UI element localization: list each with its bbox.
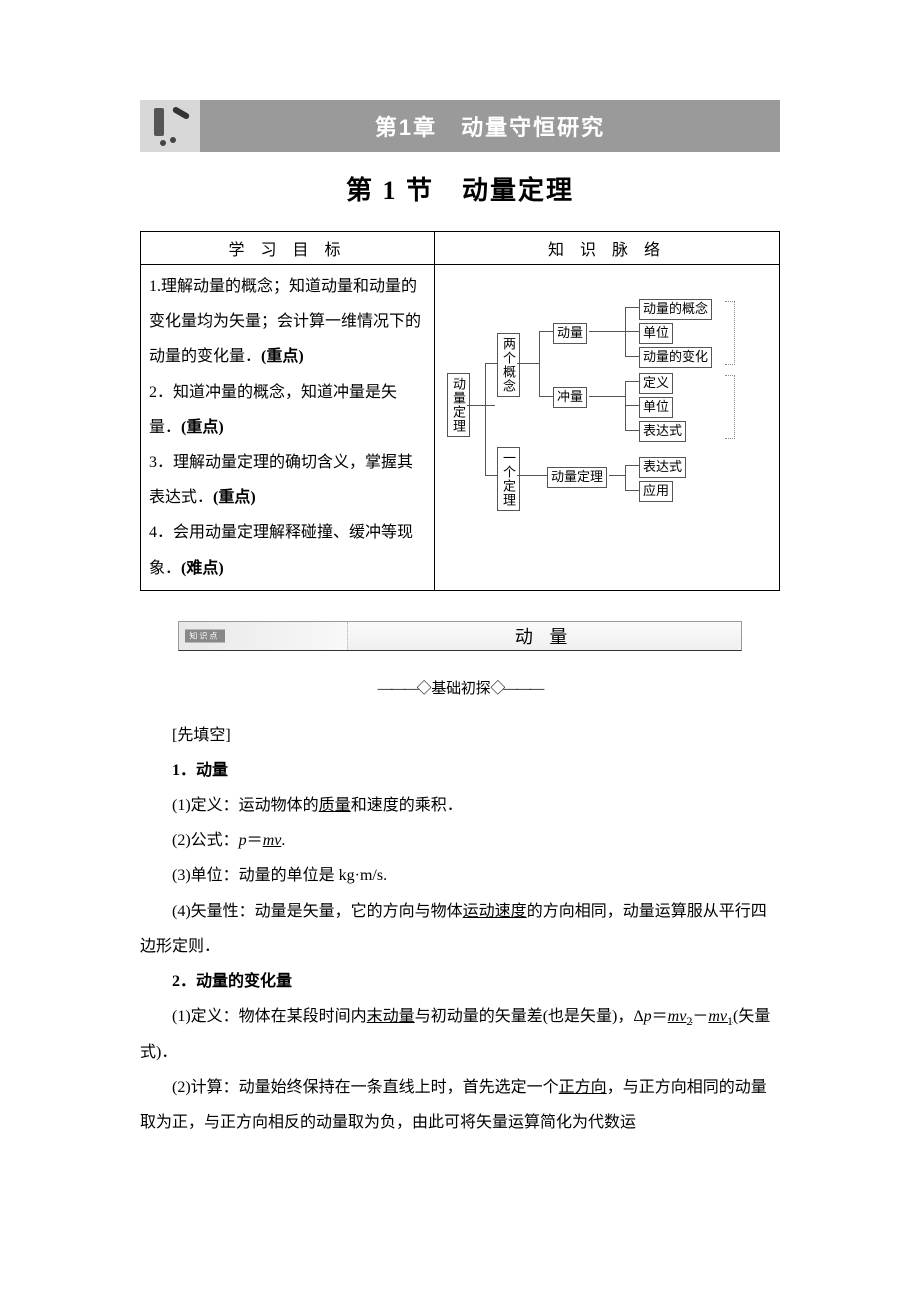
text: － bbox=[692, 1008, 708, 1025]
chapter-title: 第1章 动量守恒研究 bbox=[200, 100, 780, 152]
cm-connector bbox=[589, 396, 625, 397]
text: ＝ bbox=[652, 1008, 668, 1025]
cm-leaf: 单位 bbox=[639, 323, 673, 344]
cm-node: 冲量 bbox=[553, 387, 587, 408]
blank-underline: 正方向 bbox=[559, 1079, 607, 1096]
cm-connector bbox=[625, 331, 639, 332]
goal-tag: (重点) bbox=[181, 419, 224, 436]
cm-leaf: 单位 bbox=[639, 397, 673, 418]
cm-node-one: 一个定理 bbox=[497, 447, 520, 511]
cm-connector bbox=[625, 490, 639, 491]
text: . bbox=[281, 832, 285, 849]
cm-connector bbox=[625, 405, 639, 406]
formula-var: p bbox=[644, 1008, 652, 1025]
section-title: 第 1 节 动量定理 bbox=[140, 170, 780, 207]
subheading-1: 1．动量 bbox=[140, 753, 780, 788]
cm-connector bbox=[467, 405, 495, 406]
goal-tag: (难点) bbox=[181, 560, 224, 577]
blank-underline: 质量 bbox=[319, 797, 351, 814]
cm-connector bbox=[485, 363, 486, 475]
cm-connector bbox=[485, 475, 497, 476]
cm-connector bbox=[539, 331, 553, 332]
topic-header: 动 量 bbox=[178, 621, 741, 651]
formula-var: mv bbox=[708, 1008, 727, 1025]
paragraph: (2)公式：p＝mv. bbox=[140, 823, 780, 858]
cm-connector bbox=[625, 307, 639, 308]
lead-bracket: [先填空] bbox=[140, 718, 780, 753]
formula-underline: mv bbox=[263, 832, 282, 849]
cm-connector bbox=[589, 331, 625, 332]
cm-node: 动量定理 bbox=[547, 467, 607, 488]
text: (2)公式： bbox=[172, 832, 239, 849]
text: (1)定义：运动物体的 bbox=[172, 797, 319, 814]
goal-tag: (重点) bbox=[261, 348, 304, 365]
text: ＝ bbox=[247, 832, 263, 849]
cm-connector bbox=[625, 430, 639, 431]
paragraph: (4)矢量性：动量是矢量，它的方向与物体运动速度的方向相同，动量运算服从平行四边… bbox=[140, 894, 780, 964]
cm-leaf: 定义 bbox=[639, 373, 673, 394]
body-content: [先填空] 1．动量 (1)定义：运动物体的质量和速度的乘积． (2)公式：p＝… bbox=[140, 718, 780, 1141]
cm-connector bbox=[625, 465, 639, 466]
paragraph: (3)单位：动量的单位是 kg·m/s. bbox=[140, 858, 780, 893]
paragraph: (1)定义：物体在某段时间内末动量与初动量的矢量差(也是矢量)，Δp＝mv2－m… bbox=[140, 999, 780, 1070]
goal-item: 2．知道冲量的概念，知道冲量是矢量．(重点) bbox=[149, 375, 426, 445]
text: 和速度的乘积． bbox=[351, 797, 463, 814]
goal-item: 4．会用动量定理解释碰撞、缓冲等现象．(难点) bbox=[149, 515, 426, 585]
formula-var: p bbox=[239, 832, 247, 849]
cm-connector bbox=[517, 475, 547, 476]
cm-node: 动量 bbox=[553, 323, 587, 344]
paragraph: (2)计算：动量始终保持在一条直线上时，首先选定一个正方向，与正方向相同的动量取… bbox=[140, 1070, 780, 1140]
cm-leaf: 表达式 bbox=[639, 457, 686, 478]
banner-decoration bbox=[160, 140, 166, 146]
concept-map-cell: 动量定理 两个概念 一个定理 动量 冲量 动量定理 动量的概念 单位 动量的变化… bbox=[434, 265, 779, 591]
divider-text: ———◇ 基 础 初 探 ◇——— bbox=[378, 681, 543, 697]
cm-leaf: 动量的概念 bbox=[639, 299, 712, 320]
formula-underline: mv2 bbox=[668, 1008, 693, 1025]
cm-connector bbox=[517, 363, 539, 364]
text: (1)定义：物体在某段时间内 bbox=[172, 1008, 367, 1025]
concept-map: 动量定理 两个概念 一个定理 动量 冲量 动量定理 动量的概念 单位 动量的变化… bbox=[443, 269, 771, 529]
chapter-banner: 第1章 动量守恒研究 bbox=[140, 100, 780, 152]
banner-icon bbox=[140, 100, 200, 152]
cm-connector bbox=[625, 381, 639, 382]
section-divider: ———◇ 基 础 初 探 ◇——— bbox=[140, 677, 780, 698]
cm-connector bbox=[625, 307, 626, 357]
goals-concept-table: 学 习 目 标 知 识 脉 络 1.理解动量的概念；知道动量和动量的变化量均为矢… bbox=[140, 231, 780, 591]
goal-item: 3．理解动量定理的确切含义，掌握其表达式．(重点) bbox=[149, 445, 426, 515]
subheading-2: 2．动量的变化量 bbox=[140, 964, 780, 999]
formula-underline: mv1 bbox=[708, 1008, 733, 1025]
formula-var: mv bbox=[668, 1008, 687, 1025]
text: (2)计算：动量始终保持在一条直线上时，首先选定一个 bbox=[172, 1079, 559, 1096]
topic-title: 动 量 bbox=[348, 623, 741, 649]
goals-header-left: 学 习 目 标 bbox=[141, 232, 435, 265]
cm-bracket bbox=[725, 375, 735, 439]
cm-connector bbox=[625, 356, 639, 357]
cm-connector bbox=[625, 465, 626, 491]
cm-bracket bbox=[725, 301, 735, 365]
goal-text: 3．理解动量定理的确切含义，掌握其表达式． bbox=[149, 454, 413, 506]
goal-tag: (重点) bbox=[213, 489, 256, 506]
text: (4)矢量性：动量是矢量，它的方向与物体 bbox=[172, 903, 463, 920]
cm-connector bbox=[539, 331, 540, 397]
cm-connector bbox=[625, 381, 626, 431]
topic-tag-icon bbox=[179, 622, 347, 650]
cm-node-two: 两个概念 bbox=[497, 333, 520, 397]
paragraph: (1)定义：运动物体的质量和速度的乘积． bbox=[140, 788, 780, 823]
cm-connector bbox=[539, 396, 553, 397]
cm-connector bbox=[485, 363, 497, 364]
blank-underline: 末动量 bbox=[367, 1008, 415, 1025]
goals-header-right: 知 识 脉 络 bbox=[434, 232, 779, 265]
cm-leaf: 表达式 bbox=[639, 421, 686, 442]
goal-item: 1.理解动量的概念；知道动量和动量的变化量均为矢量；会计算一维情况下的动量的变化… bbox=[149, 269, 426, 375]
cm-leaf: 动量的变化 bbox=[639, 347, 712, 368]
learning-goals-cell: 1.理解动量的概念；知道动量和动量的变化量均为矢量；会计算一维情况下的动量的变化… bbox=[141, 265, 435, 591]
blank-underline: 运动速度 bbox=[463, 903, 527, 920]
cm-leaf: 应用 bbox=[639, 481, 673, 502]
cm-connector bbox=[609, 475, 625, 476]
text: 与初动量的矢量差(也是矢量)，Δ bbox=[415, 1008, 644, 1025]
